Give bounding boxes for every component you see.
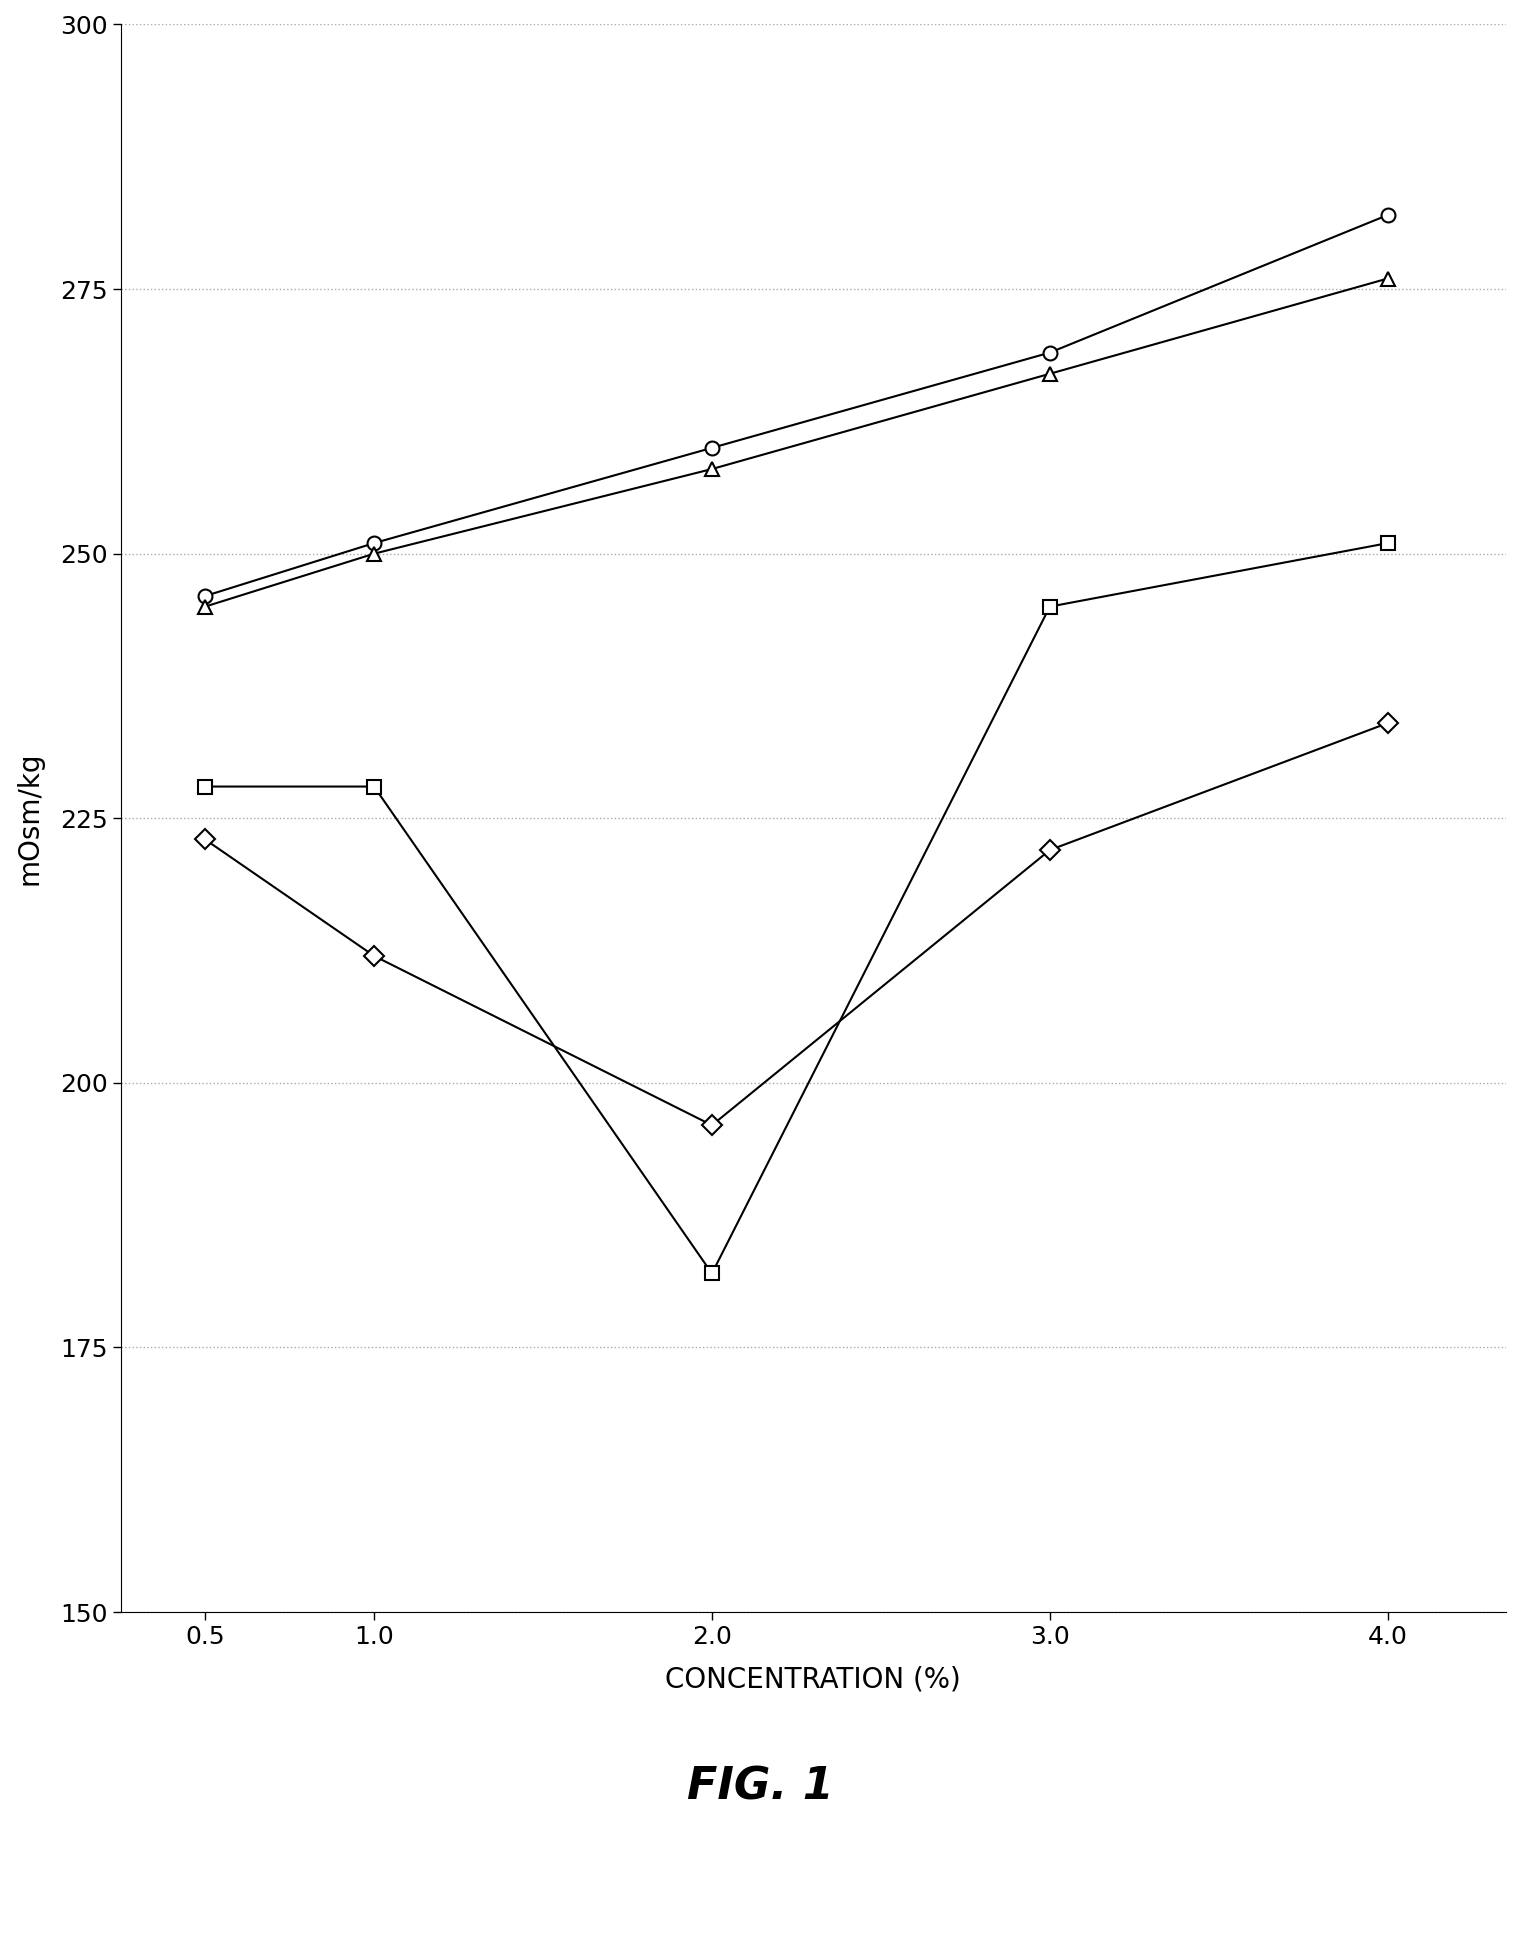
X-axis label: CONCENTRATION (%): CONCENTRATION (%) <box>665 1666 961 1693</box>
Text: FIG. 1: FIG. 1 <box>687 1765 834 1808</box>
Y-axis label: mOsm/kg: mOsm/kg <box>15 752 43 886</box>
